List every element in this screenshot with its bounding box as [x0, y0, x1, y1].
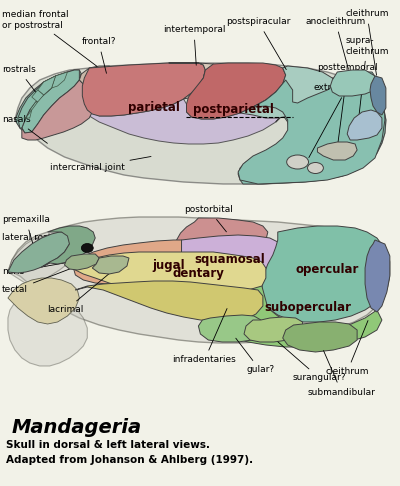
Ellipse shape — [81, 243, 93, 253]
Polygon shape — [283, 322, 357, 352]
Polygon shape — [186, 63, 286, 119]
Text: lateral rostral: lateral rostral — [2, 233, 63, 243]
Polygon shape — [182, 235, 281, 286]
Polygon shape — [22, 70, 79, 133]
Polygon shape — [82, 63, 205, 116]
Text: premaxilla: premaxilla — [2, 215, 50, 247]
Polygon shape — [8, 217, 390, 343]
Polygon shape — [210, 284, 382, 347]
Polygon shape — [24, 110, 32, 118]
Polygon shape — [238, 75, 386, 184]
Text: cleithrum: cleithrum — [345, 10, 389, 75]
Polygon shape — [22, 74, 94, 140]
Polygon shape — [244, 317, 302, 342]
Ellipse shape — [287, 155, 308, 169]
Polygon shape — [262, 226, 389, 322]
Text: nasals: nasals — [2, 116, 47, 143]
Text: cleithrum: cleithrum — [325, 321, 369, 377]
Text: rostrals: rostrals — [2, 66, 40, 98]
Polygon shape — [52, 72, 68, 88]
Polygon shape — [79, 66, 117, 98]
Text: postspiracular: postspiracular — [226, 17, 290, 69]
Polygon shape — [8, 278, 79, 324]
Text: Mandageria: Mandageria — [12, 418, 142, 437]
Text: anocleithrum: anocleithrum — [306, 17, 366, 69]
Polygon shape — [30, 102, 38, 110]
Polygon shape — [15, 70, 81, 133]
Text: tectal: tectal — [2, 267, 75, 295]
Text: dentary: dentary — [172, 267, 224, 280]
Polygon shape — [347, 110, 382, 140]
Polygon shape — [365, 240, 390, 312]
Polygon shape — [32, 90, 44, 102]
Polygon shape — [370, 76, 386, 115]
Polygon shape — [238, 72, 385, 184]
Polygon shape — [330, 70, 379, 96]
Polygon shape — [176, 218, 268, 260]
Text: submandibular: submandibular — [308, 350, 375, 397]
Polygon shape — [240, 66, 337, 118]
Ellipse shape — [308, 162, 323, 174]
Text: gular?: gular? — [236, 338, 274, 375]
Text: Skull in dorsal & left lateral views.: Skull in dorsal & left lateral views. — [6, 440, 210, 450]
Polygon shape — [74, 240, 182, 284]
Polygon shape — [38, 76, 56, 95]
Text: postorbital: postorbital — [184, 206, 233, 232]
Polygon shape — [74, 252, 266, 296]
Polygon shape — [8, 232, 87, 366]
Polygon shape — [64, 254, 99, 270]
Text: opercular: opercular — [296, 263, 359, 277]
Text: surangular?: surangular? — [278, 342, 346, 382]
Polygon shape — [8, 232, 72, 273]
Text: jugal: jugal — [152, 259, 185, 272]
Text: extrascapulars: extrascapulars — [309, 84, 380, 157]
Polygon shape — [87, 75, 296, 144]
Polygon shape — [75, 281, 263, 322]
Text: supra-
cleithrum: supra- cleithrum — [345, 36, 389, 129]
Text: naris: naris — [2, 260, 79, 277]
Polygon shape — [198, 315, 263, 342]
Text: Adapted from Johanson & Ahlberg (1997).: Adapted from Johanson & Ahlberg (1997). — [6, 455, 253, 465]
Text: median frontal
or postrostral: median frontal or postrostral — [2, 10, 97, 66]
Text: subopercular: subopercular — [264, 301, 351, 314]
Polygon shape — [169, 63, 230, 99]
Polygon shape — [15, 63, 386, 184]
Text: lacrimal: lacrimal — [48, 274, 109, 314]
Text: squamosal: squamosal — [195, 254, 266, 266]
Text: infradentaries: infradentaries — [173, 309, 236, 364]
Text: intertemporal: intertemporal — [163, 25, 225, 65]
Polygon shape — [92, 256, 129, 274]
Text: intercranial joint: intercranial joint — [50, 156, 151, 173]
Text: posttemporal: posttemporal — [318, 64, 378, 145]
Polygon shape — [18, 76, 56, 128]
Text: frontal?: frontal? — [81, 37, 116, 73]
Text: postparietal: postparietal — [193, 104, 274, 117]
Polygon shape — [42, 226, 95, 267]
Polygon shape — [318, 142, 357, 160]
Text: parietal: parietal — [128, 102, 180, 115]
